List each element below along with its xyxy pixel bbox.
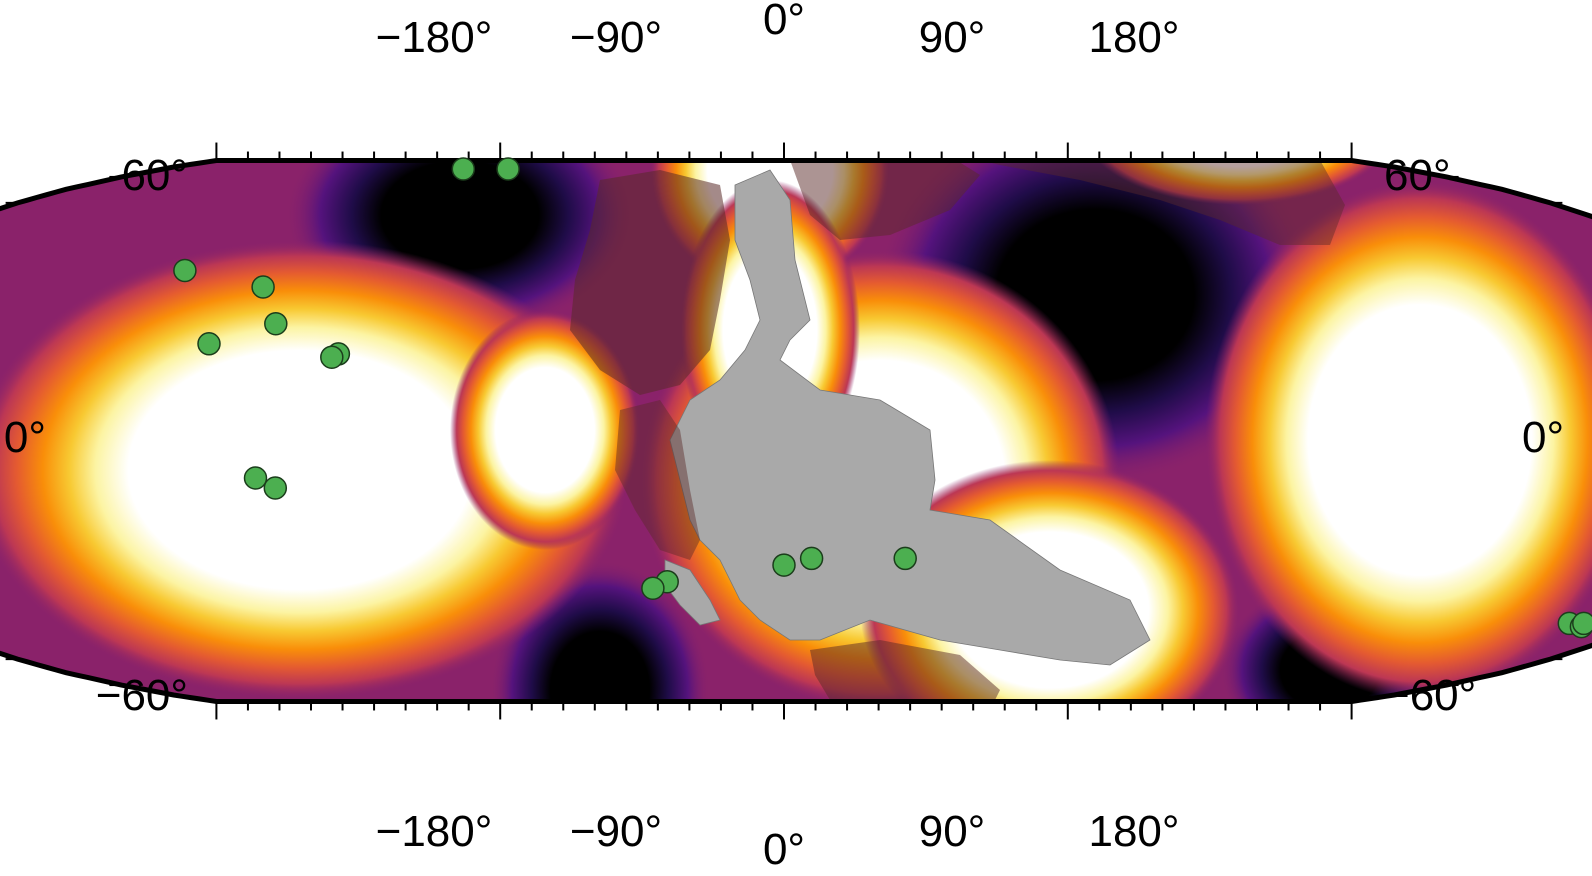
cold-region-sw [490,560,710,702]
left-axis-label: 60° [121,151,188,200]
sample-site-marker [641,576,665,600]
bottom-axis-label: −90° [570,807,662,856]
sample-site-marker [197,332,221,356]
right-axis-label: −60° [1384,671,1476,720]
sample-site-marker [173,258,197,283]
sample-site-marker [263,476,288,500]
bottom-axis-label: 180° [1088,807,1179,856]
sample-site-marker [251,275,275,299]
continent-north-cap [790,160,980,240]
continent-west-margin [615,400,700,560]
right-axis-label: 60° [1384,151,1451,200]
bottom-axis-labels: −180° −90° 0° 90° 180° [376,807,1180,874]
south-cold-core [0,745,1592,805]
sample-site-marker [893,546,917,571]
hot-region-arctic [1080,160,1400,205]
hot-region-west-islet [450,310,640,550]
continent-southern-shelf [810,640,1000,702]
continent-main [669,169,1151,666]
continent-north-shelf [570,170,730,395]
top-axis-label: 180° [1088,13,1179,62]
bottom-axis-label: 0° [763,825,805,874]
sample-site-marker [264,311,288,336]
top-axis-label: 0° [763,0,805,44]
sample-site-marker [772,553,796,577]
top-axis-labels: −180° −90° 0° 90° 180° [376,0,1180,62]
sample-site-marker [243,466,268,490]
left-axis-label: 0° [4,413,46,462]
bottom-axis-label: −180° [376,807,493,856]
hot-region-west [0,240,630,700]
top-axis-label: 90° [919,13,986,62]
sample-site-marker [799,546,824,571]
left-axis-labels: 60° 0° −60° [4,151,188,720]
top-axis-label: −180° [376,13,493,62]
right-axis-label: 0° [1522,413,1564,462]
hot-region-east [1205,180,1592,700]
south-cold-band [0,700,1592,702]
sample-sites-layer [173,157,1592,639]
sample-site-marker [1572,611,1592,636]
continent-layer [330,160,1345,702]
sample-site-marker [496,157,520,181]
sample-site-marker [451,157,476,181]
bottom-axis-label: 90° [919,807,986,856]
right-axis-labels: 60° 0° −60° [1384,151,1564,720]
left-axis-label: −60° [96,671,188,720]
sample-site-marker [320,345,344,369]
frame-ticks [5,142,1563,720]
top-axis-label: −90° [570,13,662,62]
